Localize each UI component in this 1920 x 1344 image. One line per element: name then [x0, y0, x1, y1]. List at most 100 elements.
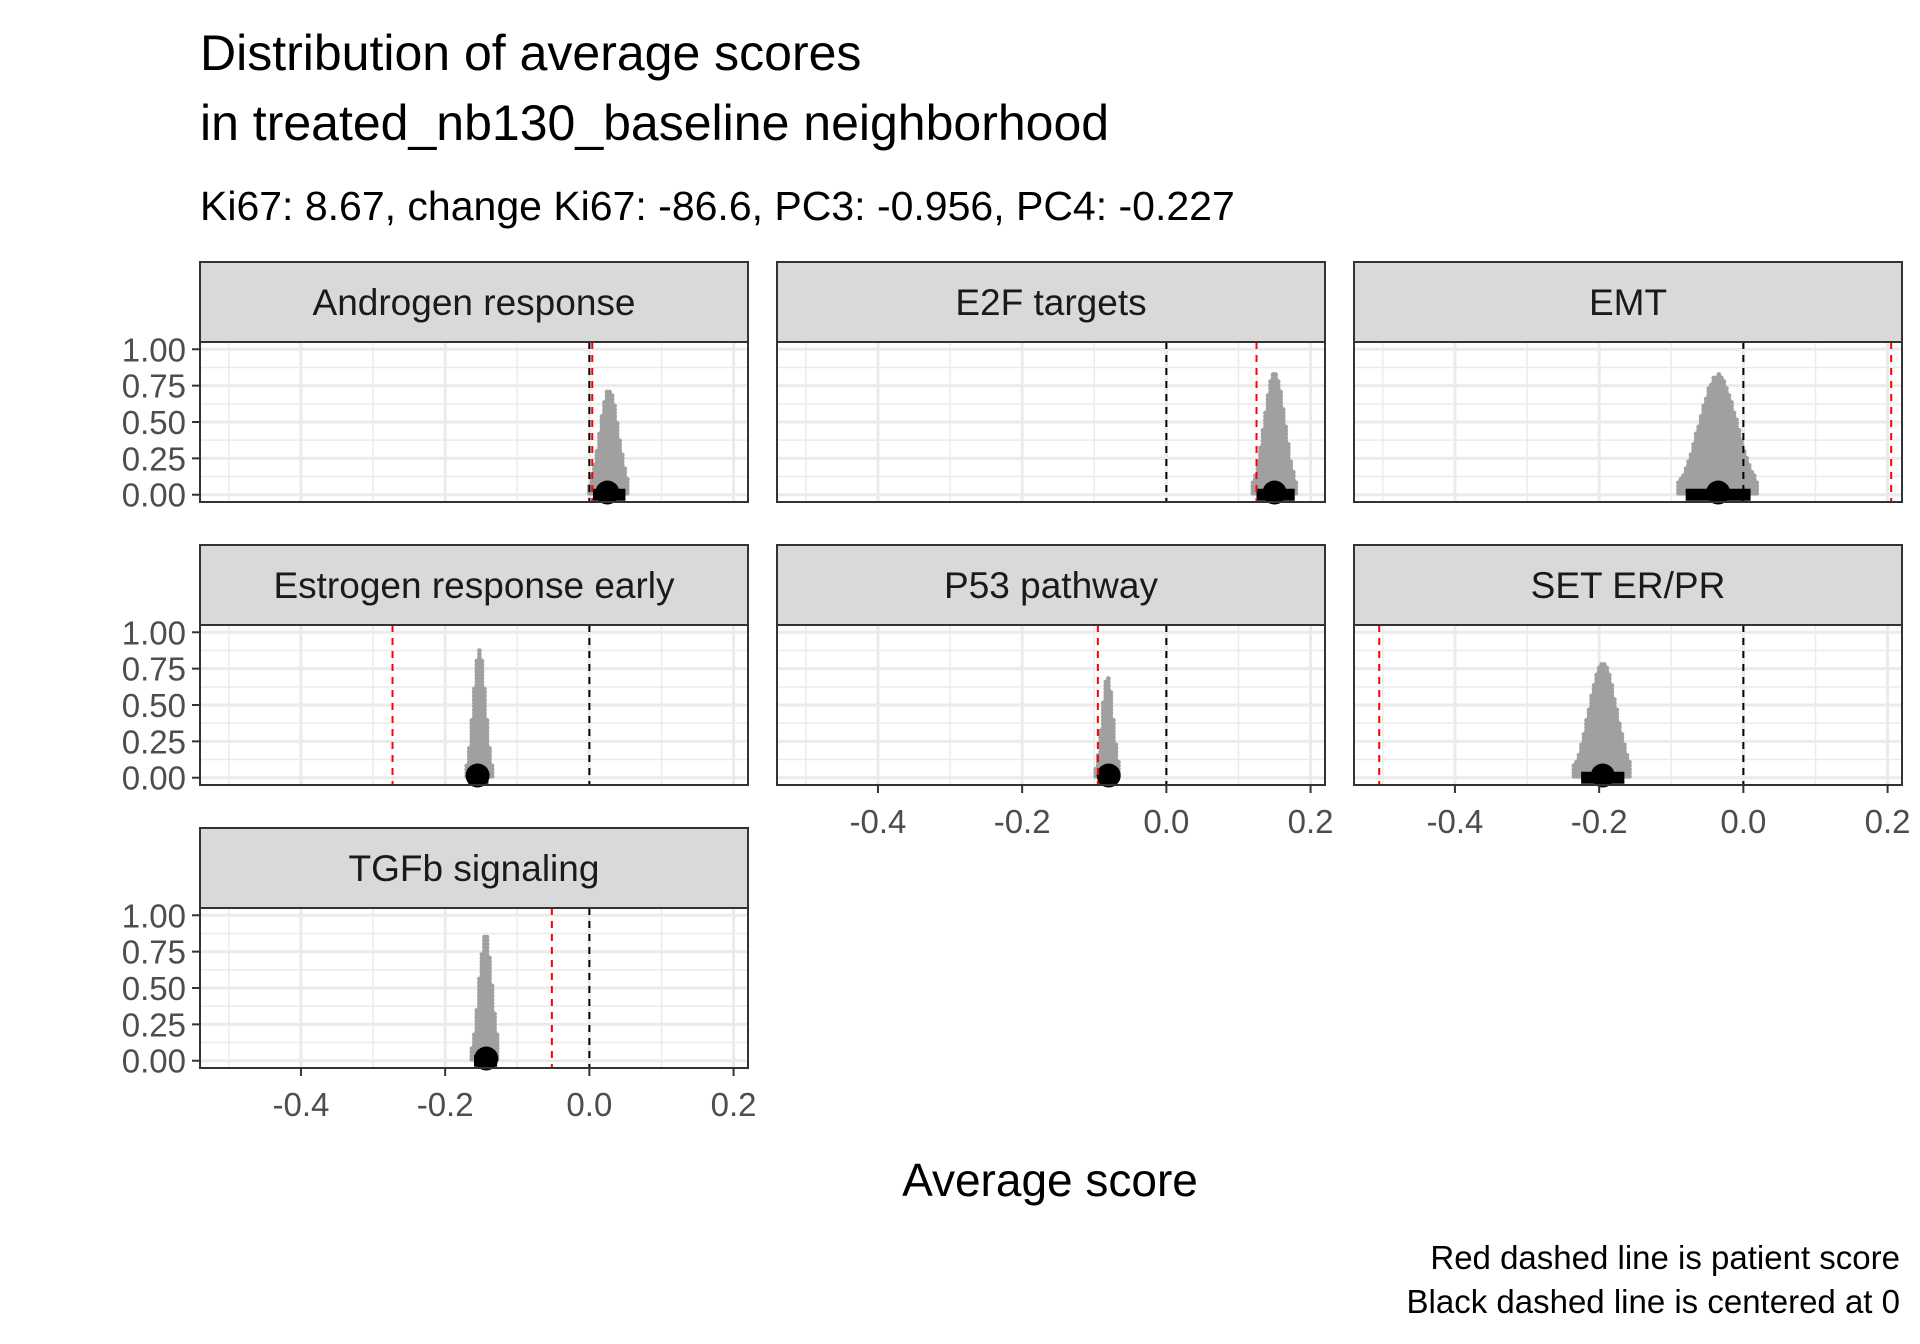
distribution-dot: [479, 662, 485, 667]
distribution-dot: [1614, 714, 1620, 720]
distribution-dot: [492, 1028, 497, 1034]
distribution-dot: [1751, 476, 1757, 482]
distribution-dot: [489, 997, 495, 1003]
distribution-dot: [1627, 766, 1632, 772]
chart-title-line-2: in treated_nb130_baseline neighborhood: [200, 95, 1109, 151]
distribution-dot: [619, 455, 625, 461]
distribution-dot: [1283, 431, 1289, 437]
caption-line-1: Red dashed line is patient score: [1430, 1239, 1900, 1276]
distribution-dot: [1619, 735, 1625, 741]
distribution-dot: [484, 948, 490, 954]
distribution-dot: [1108, 704, 1114, 709]
distribution-dot: [1110, 718, 1116, 723]
distribution-dot: [489, 766, 495, 772]
x-axis-label: Average score: [902, 1154, 1198, 1206]
distribution-dot: [1627, 773, 1632, 779]
distribution-dot: [1729, 400, 1734, 405]
distribution-dot: [617, 442, 623, 447]
distribution-dot: [489, 773, 495, 779]
facet-strip-label: SET ER/PR: [1531, 565, 1726, 606]
point-estimate: [465, 763, 490, 788]
panel-border: [776, 341, 1326, 503]
distribution-dot: [1744, 459, 1750, 465]
facet-set-er-pr: SET ER/PR -0.4 -0.2 0.0 0.2: [1353, 544, 1911, 840]
distribution-dot: [1729, 407, 1734, 412]
distribution-dot: [1113, 749, 1119, 755]
distribution-dot: [1744, 455, 1750, 461]
distribution-dot: [1280, 410, 1286, 416]
facet-tgfb-signaling: TGFb signaling 0.000.250.500.751.00 -0.4 -0…: [122, 827, 757, 1123]
distribution-dot: [477, 648, 482, 653]
distribution-dot: [1280, 421, 1286, 426]
distribution-dot: [1609, 690, 1615, 695]
distribution-dot: [494, 1032, 500, 1038]
distribution-dot: [479, 676, 485, 681]
distribution-dot: [1293, 480, 1299, 486]
distribution-dot: [1754, 487, 1760, 493]
distribution-dot: [482, 707, 487, 713]
distribution-dot: [1110, 728, 1116, 734]
distribution-dot: [487, 959, 492, 964]
distribution-dot: [1105, 679, 1111, 685]
distribution-dot: [489, 1001, 495, 1006]
distribution-dot: [1275, 382, 1281, 388]
distribution-dot: [1627, 759, 1632, 765]
distribution-dot: [489, 983, 495, 989]
distribution-dot: [1726, 396, 1732, 402]
distribution-dot: [1290, 473, 1296, 479]
chart-subtitle: Ki67: 8.67, change Ki67: -86.6, PC3: -0.…: [200, 183, 1235, 229]
x-tick-label: -0.2: [994, 803, 1051, 840]
distribution-dot: [1731, 414, 1737, 419]
x-tick-label: 0.2: [711, 1086, 757, 1123]
distribution-dot: [482, 700, 487, 706]
distribution-dot: [1749, 469, 1755, 475]
x-tick-label: 0.0: [566, 1086, 612, 1123]
distribution-dot: [482, 714, 487, 720]
distribution-dot: [487, 973, 492, 978]
distribution-dot: [492, 1021, 497, 1027]
distribution-dot: [1754, 480, 1760, 486]
distribution-dot: [1609, 693, 1615, 699]
distribution-dot: [1283, 435, 1289, 440]
distribution-dot: [1278, 389, 1284, 395]
distribution-dot: [624, 483, 630, 489]
distribution-dot: [1275, 386, 1281, 391]
distribution-dot: [1616, 725, 1622, 730]
distribution-dot: [1604, 665, 1610, 671]
distribution-dot: [619, 452, 625, 458]
distribution-dot: [484, 938, 490, 943]
x-tick-label: -0.2: [1571, 803, 1628, 840]
distribution-dot: [1105, 676, 1111, 681]
distribution-dot: [482, 704, 487, 709]
distribution-dot: [487, 745, 492, 751]
distribution-dot: [479, 679, 485, 685]
distribution-dot: [1751, 473, 1757, 479]
distribution-dot: [1724, 386, 1729, 391]
distribution-dot: [1721, 379, 1727, 384]
distribution-dot: [1627, 763, 1632, 769]
y-tick-label: 0.50: [122, 970, 186, 1007]
distribution-dot: [614, 431, 620, 437]
distribution-dot: [484, 742, 490, 748]
distribution-dot: [1621, 745, 1627, 751]
distribution-dot: [1288, 466, 1294, 472]
distribution-dot: [1739, 442, 1744, 447]
facet-strip-label: P53 pathway: [944, 565, 1158, 606]
distribution-dot: [1754, 483, 1760, 489]
facet-strip: [199, 544, 749, 626]
distribution-dot: [1721, 382, 1727, 388]
distribution-dot: [1278, 396, 1284, 402]
distribution-dot: [614, 424, 620, 430]
facet-strip-label: E2F targets: [955, 282, 1146, 323]
distribution-dot: [492, 1014, 497, 1020]
distribution-dot: [609, 400, 615, 405]
distribution-dot: [609, 396, 615, 402]
distribution-dot: [1110, 735, 1116, 741]
facet-strip-label: Estrogen response early: [273, 565, 675, 606]
distribution-dot: [1731, 410, 1737, 416]
y-tick-label: 0.00: [122, 760, 186, 797]
distribution-dot: [482, 711, 487, 716]
caption-line-2: Black dashed line is centered at 0: [1407, 1283, 1900, 1320]
distribution-dot: [1108, 700, 1114, 706]
distribution-dot: [624, 487, 630, 493]
